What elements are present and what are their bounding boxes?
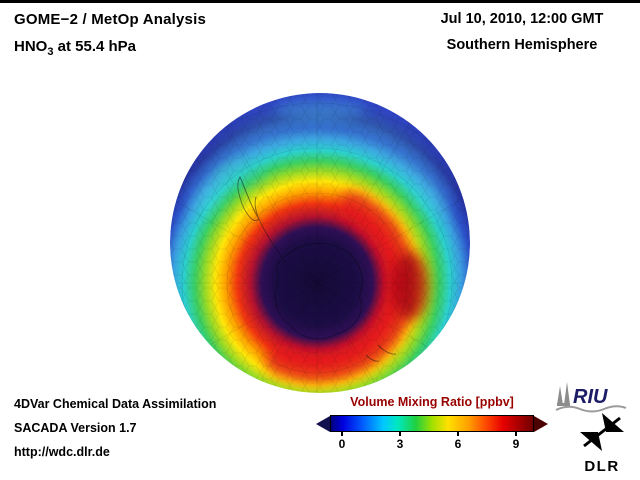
colorbar-right-arrow-icon	[534, 415, 548, 432]
hemisphere-label: Southern Hemisphere	[446, 37, 598, 53]
cathedral-icon	[557, 386, 563, 405]
tick-mark	[457, 432, 459, 436]
dlr-symbol-icon	[583, 416, 621, 448]
figure-subtitle: HNO3 at 55.4 hPa	[14, 38, 206, 58]
header-left: GOME−2 / MetOp Analysis HNO3 at 55.4 hPa	[14, 11, 206, 58]
colorbar-left-arrow-icon	[316, 415, 330, 432]
colorbar-title: Volume Mixing Ratio [ppbv]	[350, 395, 514, 409]
header-right: Jul 10, 2010, 12:00 GMT Southern Hemisph…	[416, 11, 628, 53]
hemisphere-map	[170, 93, 470, 393]
dlr-logo: DLR	[574, 412, 630, 475]
tick-mark	[341, 432, 343, 436]
molecule-subscript: 3	[47, 46, 54, 58]
tick-label-0: 0	[338, 437, 346, 451]
cathedral-icon	[557, 403, 570, 406]
colorbar-ticks: 0 3 6 9	[331, 432, 535, 452]
riu-text: RIU	[573, 386, 608, 408]
footer-left: 4DVar Chemical Data Assimilation SACADA …	[14, 397, 216, 469]
top-border	[0, 0, 640, 3]
figure-title: GOME−2 / MetOp Analysis	[14, 11, 207, 28]
riu-logo-graphic: RIU	[555, 382, 627, 413]
colorbar: Volume Mixing Ratio [ppbv] 0 3 6 9	[316, 395, 548, 452]
riu-logo: RIU	[554, 379, 632, 415]
pressure-level: at 55.4 hPa	[53, 38, 137, 55]
hemisphere-map-container	[170, 93, 470, 393]
coastlines	[237, 176, 397, 362]
cathedral-icon	[564, 382, 570, 405]
version-label: SACADA Version 1.7	[14, 421, 137, 435]
assimilation-label: 4DVar Chemical Data Assimilation	[14, 397, 217, 411]
wdc-url[interactable]: http://wdc.dlr.de	[14, 445, 110, 459]
tick-label-9: 9	[512, 437, 520, 451]
colorbar-gradient	[330, 415, 534, 432]
colorbar-bar-row	[316, 415, 548, 432]
tick-mark	[515, 432, 517, 436]
molecule-name: HNO	[14, 38, 48, 55]
tick-mark	[399, 432, 401, 436]
tick-label-6: 6	[454, 437, 462, 451]
dlr-text: DLR	[584, 458, 620, 475]
datetime-label: Jul 10, 2010, 12:00 GMT	[440, 11, 604, 27]
riu-swoosh	[555, 405, 627, 413]
tick-label-3: 3	[396, 437, 404, 451]
dlr-logo-graphic	[580, 413, 624, 451]
